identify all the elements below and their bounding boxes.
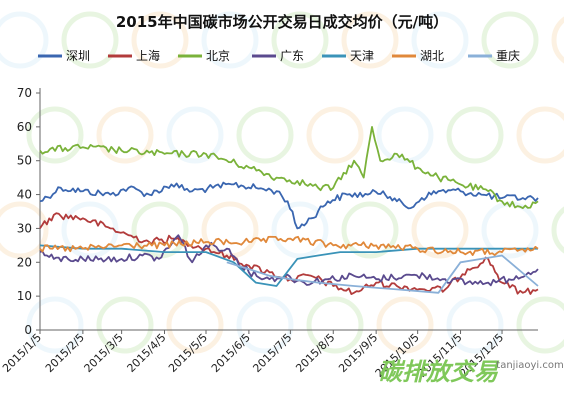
watermark: 碳排放交易 tanjiaoyi.com: [378, 358, 564, 386]
background-circle: [0, 11, 49, 69]
x-tick-label: 2015/2/5: [43, 331, 87, 375]
background-circle: [236, 106, 294, 164]
y-tick-label: 60: [17, 120, 32, 134]
background-circle: [61, 11, 119, 69]
series-line-6: [39, 235, 539, 256]
background-circle: [61, 201, 119, 259]
y-tick-label: 70: [17, 86, 32, 100]
legend-label-3: 北京: [206, 49, 230, 63]
background-circle: [306, 296, 364, 354]
series-line-7: [226, 254, 539, 294]
legend-label-2: 上海: [136, 48, 160, 63]
legend-label-6: 湖北: [420, 48, 444, 63]
y-tick-label: 10: [17, 289, 32, 303]
series-line-4: [39, 234, 539, 287]
y-tick-label: 40: [17, 188, 32, 202]
background-circle: [516, 296, 564, 354]
x-tick-label: 2015/1/5: [0, 331, 44, 375]
y-tick-label: 30: [17, 221, 32, 235]
background-circle: [96, 106, 154, 164]
watermark-logo-text: 碳排放交易: [378, 358, 500, 386]
background-circle: [166, 296, 224, 354]
background-circle: [481, 11, 539, 69]
chart-title: 2015年中国碳市场公开交易日成交均价（元/吨）: [116, 13, 448, 31]
background-circle: [131, 201, 189, 259]
background-circle: [551, 16, 564, 64]
background-circle: [271, 11, 329, 69]
series-line-5: [39, 244, 538, 287]
series-line-1: [39, 181, 539, 230]
series-lines: [39, 126, 539, 295]
y-tick-label: 50: [17, 154, 32, 168]
series-line-3: [39, 126, 539, 209]
background-circle: [551, 206, 564, 254]
y-tick-label: 0: [24, 323, 32, 337]
legend-label-4: 广东: [280, 49, 304, 63]
background-circle: [516, 106, 564, 164]
background-circle: [481, 201, 539, 259]
legend-label-7: 重庆: [496, 49, 520, 63]
background-circle: [166, 106, 224, 164]
background-circle: [446, 106, 504, 164]
background-circle: [271, 201, 329, 259]
background-circle: [96, 296, 154, 354]
legend: 深圳 上海 北京 广东 天津 湖北 重庆: [38, 48, 520, 63]
background-circle: [376, 296, 434, 354]
background-circle: [26, 296, 84, 354]
background-circle: [201, 201, 259, 259]
legend-label-5: 天津: [350, 49, 374, 63]
series-line-2: [39, 212, 539, 295]
background-circle: [341, 201, 399, 259]
background-circle: [376, 106, 434, 164]
background-circle: [201, 11, 259, 69]
x-tick-label: 2015/7/5: [250, 331, 294, 375]
background-circle: [236, 296, 294, 354]
background-circle: [446, 296, 504, 354]
y-tick-label: 20: [17, 255, 32, 269]
background-circle: [0, 201, 49, 259]
background-circle: [341, 11, 399, 69]
background-circle: [131, 11, 189, 69]
background-circle: [306, 106, 364, 164]
legend-label-1: 深圳: [66, 49, 90, 63]
background-circle: [411, 201, 469, 259]
watermark-url: tanjiaoyi.com: [496, 360, 563, 371]
background-decoration: [0, 11, 564, 354]
background-circle: [411, 11, 469, 69]
background-circle: [26, 106, 84, 164]
